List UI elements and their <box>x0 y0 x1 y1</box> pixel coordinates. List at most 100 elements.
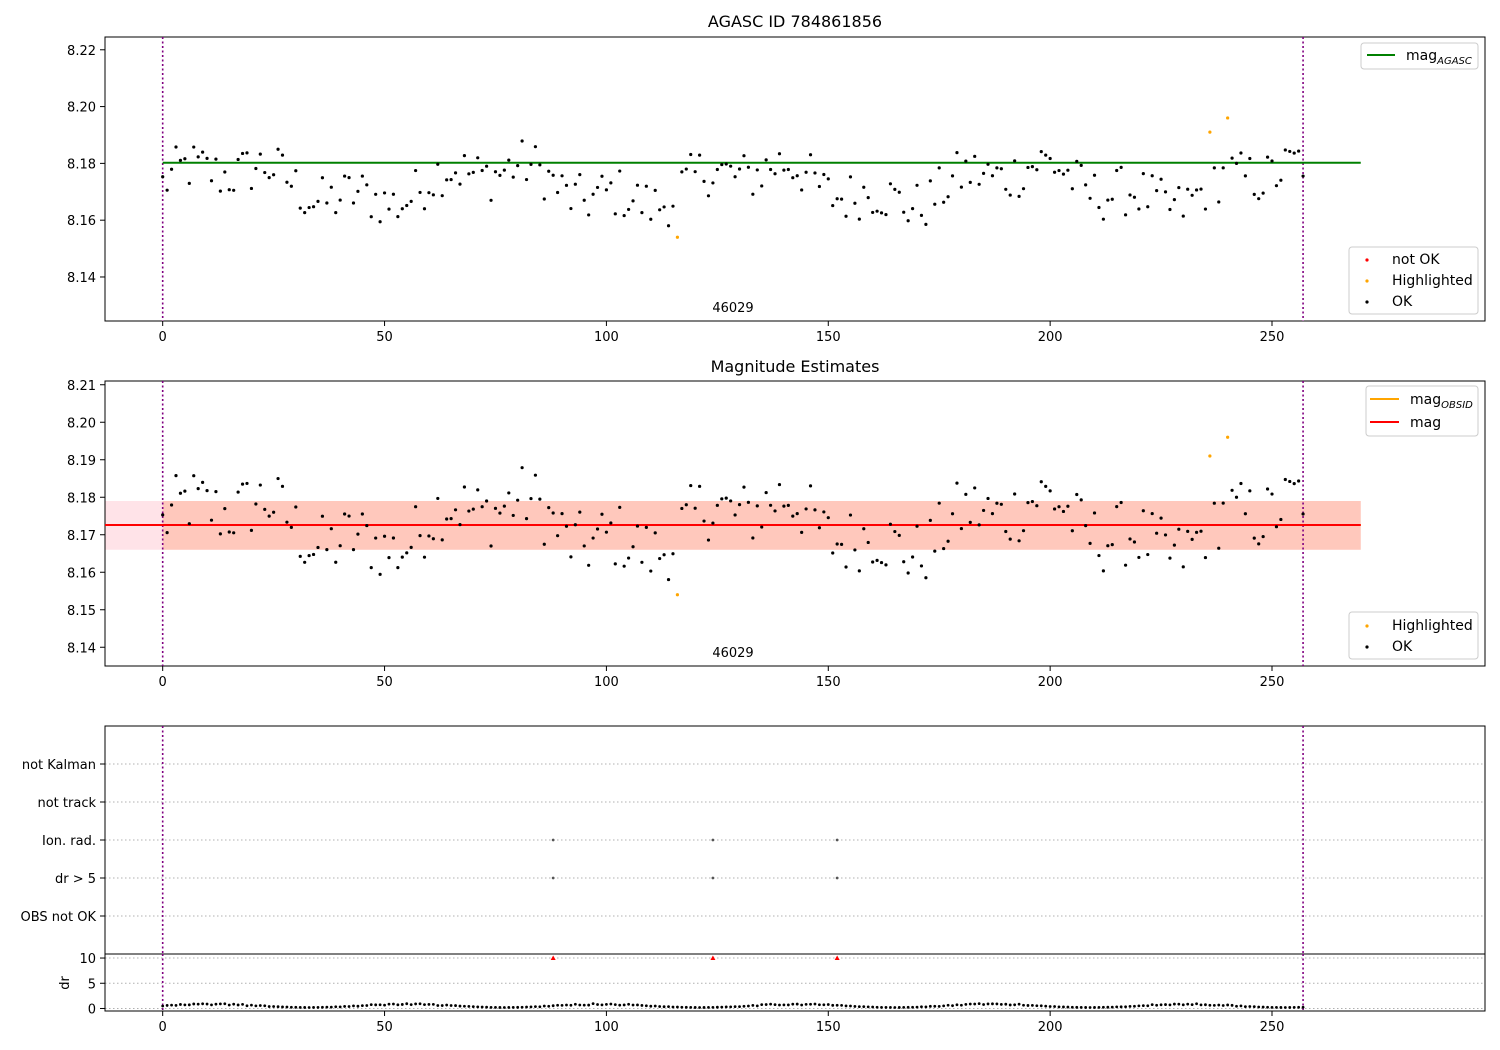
panel3-flag-labels: not Kalman not track Ion. rad. dr > 5 OBS no… <box>21 758 105 925</box>
ok-point <box>733 513 737 517</box>
dr-point <box>804 1002 808 1006</box>
ok-point <box>937 501 941 505</box>
ok-point <box>897 533 901 537</box>
ok-point <box>1146 552 1150 557</box>
dr-point <box>862 1005 866 1009</box>
dr-point <box>1204 1003 1207 1007</box>
panel4-vlines <box>161 954 1304 1011</box>
ok-point <box>1110 197 1114 201</box>
ok-point <box>458 182 462 186</box>
ok-point <box>1203 555 1208 560</box>
dr-point <box>241 1003 244 1006</box>
ok-point <box>1097 553 1101 558</box>
x-tick-label: 150 <box>816 330 841 345</box>
dr-point <box>1084 1006 1088 1009</box>
dr-point <box>485 1005 489 1009</box>
ok-point <box>751 536 755 540</box>
ok-point <box>351 548 356 552</box>
dr-point <box>893 1006 897 1009</box>
ok-point <box>1106 198 1110 202</box>
dr-point <box>343 1005 347 1008</box>
dr-point <box>1283 1006 1287 1009</box>
dr-point <box>942 1004 946 1008</box>
ok-point <box>986 162 990 166</box>
dr-point <box>347 1005 351 1008</box>
dr-point <box>281 1005 284 1009</box>
ok-point <box>760 184 764 188</box>
ok-point <box>919 213 924 217</box>
ok-point <box>1283 477 1287 482</box>
dr-point <box>1279 1006 1283 1009</box>
dr-point <box>352 1004 355 1008</box>
dr-point <box>369 1003 373 1007</box>
dr-point <box>1288 1006 1292 1009</box>
dr-point <box>982 1003 985 1006</box>
ok-point <box>671 552 675 556</box>
dr-point <box>613 1003 617 1007</box>
ok-point <box>613 212 617 216</box>
ok-point <box>910 555 915 559</box>
dr-point <box>1110 1005 1114 1009</box>
ok-point <box>933 202 937 206</box>
x-tick-label: 50 <box>376 330 393 345</box>
ok-point <box>1265 155 1270 159</box>
ok-point <box>959 185 963 189</box>
dr-point <box>218 1002 222 1006</box>
dr-point <box>995 1002 999 1006</box>
ok-point <box>839 197 844 201</box>
ok-point <box>267 514 271 518</box>
ok-point <box>742 485 746 489</box>
panel4-points <box>161 955 1305 1009</box>
ok-point <box>382 191 387 195</box>
ok-point <box>609 181 613 185</box>
ok-point <box>1026 501 1030 505</box>
ok-point <box>653 188 657 192</box>
legend-highlighted-marker-2 <box>1365 624 1369 628</box>
ok-point <box>1301 512 1305 516</box>
ok-point <box>724 496 728 500</box>
ok-point <box>502 504 506 508</box>
dr-point <box>1022 1003 1025 1007</box>
dr-point <box>742 1004 746 1008</box>
ok-point <box>263 507 267 511</box>
ok-point <box>755 168 759 172</box>
ok-point <box>729 499 733 503</box>
dr-point <box>835 1003 839 1007</box>
dr-point <box>818 1003 821 1007</box>
y-tick-label: 8.14 <box>67 271 96 286</box>
dr-point <box>165 1004 169 1007</box>
dr-point <box>1275 1006 1278 1009</box>
ok-point <box>405 551 409 555</box>
ok-point <box>178 158 183 162</box>
ok-point <box>201 480 205 484</box>
ok-point <box>1297 479 1301 483</box>
ok-point <box>564 524 569 528</box>
dr-point <box>800 1003 804 1007</box>
ok-point <box>764 158 768 162</box>
ok-point <box>1097 205 1101 210</box>
dr-point <box>1017 1002 1021 1006</box>
dr-point <box>937 1004 941 1008</box>
dr-point <box>889 1006 892 1009</box>
dr-point <box>414 1002 418 1006</box>
y-tick-label: 8.16 <box>67 214 96 229</box>
x-tick-label: 0 <box>159 330 167 345</box>
y-tick-label: 8.16 <box>67 566 96 581</box>
dr-point <box>849 1004 852 1008</box>
dr-point <box>1106 1005 1110 1009</box>
ok-point <box>600 174 604 178</box>
dr-point <box>618 1003 622 1007</box>
ok-point <box>848 175 853 179</box>
dr-point <box>755 1004 759 1008</box>
x-tick-label: 50 <box>376 1020 393 1035</box>
dr-point <box>698 1006 701 1009</box>
ok-point <box>174 474 178 478</box>
ok-point <box>995 166 999 170</box>
ok-point <box>635 524 640 528</box>
ok-point <box>1252 192 1256 196</box>
ok-point <box>311 205 316 209</box>
ok-point <box>1194 188 1199 192</box>
dr-point <box>964 1002 968 1006</box>
ok-point <box>1257 197 1261 201</box>
dr-point <box>1039 1004 1043 1008</box>
